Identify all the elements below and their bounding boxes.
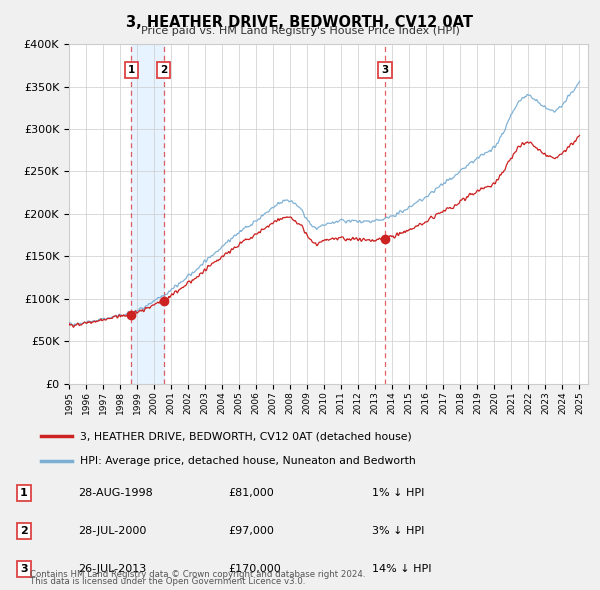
Text: 28-JUL-2000: 28-JUL-2000 xyxy=(78,526,146,536)
Text: 3, HEATHER DRIVE, BEDWORTH, CV12 0AT: 3, HEATHER DRIVE, BEDWORTH, CV12 0AT xyxy=(127,15,473,30)
Text: Contains HM Land Registry data © Crown copyright and database right 2024.: Contains HM Land Registry data © Crown c… xyxy=(30,571,365,579)
Bar xyxy=(131,44,164,384)
Text: 3, HEATHER DRIVE, BEDWORTH, CV12 0AT (detached house): 3, HEATHER DRIVE, BEDWORTH, CV12 0AT (de… xyxy=(80,431,412,441)
Text: £170,000: £170,000 xyxy=(228,565,281,574)
Text: 3: 3 xyxy=(20,565,28,574)
Text: 1% ↓ HPI: 1% ↓ HPI xyxy=(372,488,424,497)
Text: 2: 2 xyxy=(160,65,167,75)
Text: This data is licensed under the Open Government Licence v3.0.: This data is licensed under the Open Gov… xyxy=(30,578,305,586)
Text: 26-JUL-2013: 26-JUL-2013 xyxy=(78,565,146,574)
Text: 3% ↓ HPI: 3% ↓ HPI xyxy=(372,526,424,536)
Text: 1: 1 xyxy=(127,65,135,75)
Text: Price paid vs. HM Land Registry's House Price Index (HPI): Price paid vs. HM Land Registry's House … xyxy=(140,26,460,36)
Text: 28-AUG-1998: 28-AUG-1998 xyxy=(78,488,153,497)
Text: HPI: Average price, detached house, Nuneaton and Bedworth: HPI: Average price, detached house, Nune… xyxy=(80,455,416,466)
Text: 14% ↓ HPI: 14% ↓ HPI xyxy=(372,565,431,574)
Text: 1: 1 xyxy=(20,488,28,497)
Text: 2: 2 xyxy=(20,526,28,536)
Text: 3: 3 xyxy=(382,65,389,75)
Text: £97,000: £97,000 xyxy=(228,526,274,536)
Text: £81,000: £81,000 xyxy=(228,488,274,497)
